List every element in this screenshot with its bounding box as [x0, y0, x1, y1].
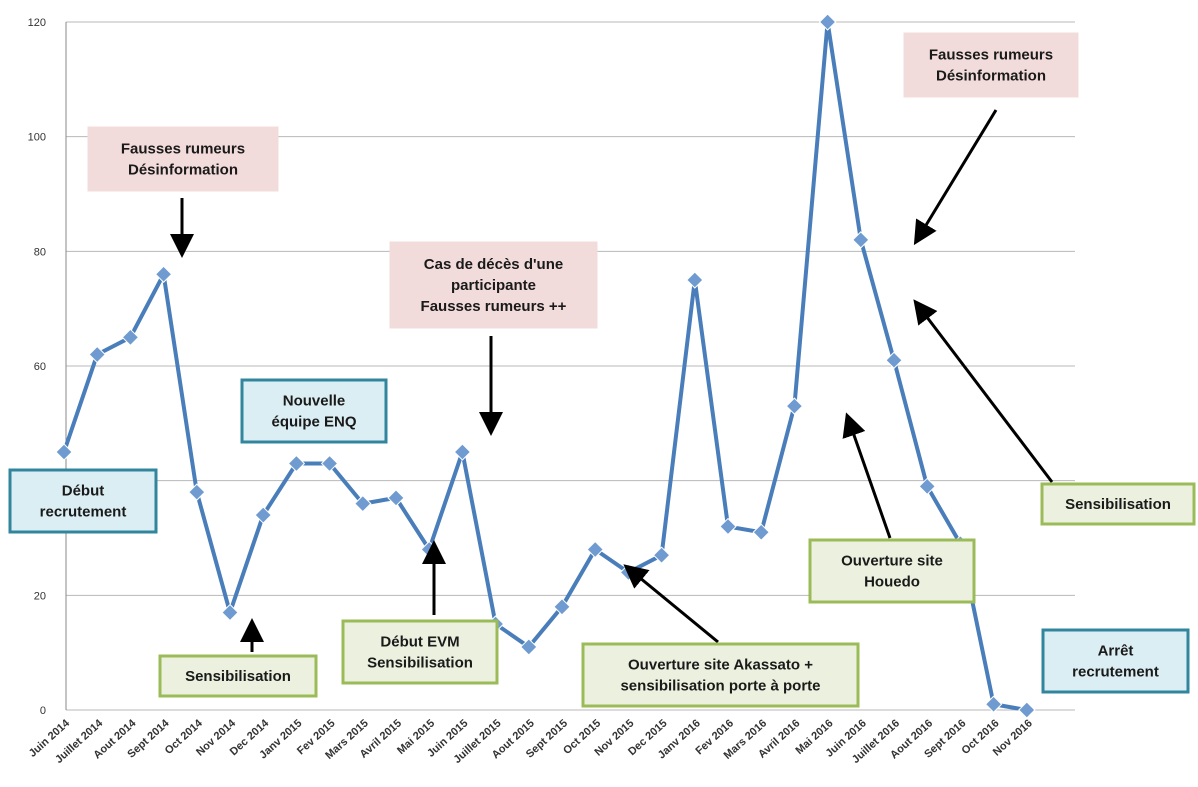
- annotation-text: Nouvelle: [283, 393, 346, 410]
- y-tick-label: 60: [34, 361, 46, 373]
- annotation-box: [158, 654, 318, 698]
- annotation-green: Sensibilisation: [158, 654, 318, 698]
- annotation-green: Ouverture site Akassato + sensibilisation…: [581, 642, 860, 708]
- annotation-box: [389, 241, 598, 329]
- annotation-green: Ouverture site Houedo: [808, 538, 976, 604]
- annotation-red: Fausses rumeurs Désinformation: [903, 32, 1079, 98]
- data-point: [652, 546, 671, 564]
- annotation-blue: Début recrutement: [8, 468, 158, 534]
- annotation-text: Désinformation: [936, 68, 1046, 85]
- data-point: [88, 345, 106, 364]
- annotation-box: [1040, 482, 1196, 526]
- annotation-arrow: [842, 412, 892, 539]
- y-axis: 020406080100120: [28, 17, 67, 717]
- annotation-text: Début EVM: [380, 634, 459, 651]
- series-line-path: [62, 20, 1028, 712]
- annotation-arrow: [623, 564, 719, 644]
- data-point: [818, 13, 837, 31]
- y-tick-label: 120: [28, 17, 46, 29]
- annotation-box: [581, 642, 860, 708]
- data-point: [984, 695, 1003, 713]
- data-point: [320, 454, 339, 473]
- annotation-text: Fausses rumeurs ++: [421, 298, 567, 315]
- data-point: [1018, 701, 1036, 719]
- data-point: [354, 494, 372, 513]
- annotation-box: [1041, 628, 1190, 694]
- annotation-text: équipe ENQ: [271, 414, 356, 431]
- annotation-green: Début EVM Sensibilisation: [341, 619, 499, 685]
- data-point: [719, 517, 737, 536]
- annotation-text: Ouverture site Akassato +: [628, 657, 813, 674]
- y-tick-label: 100: [28, 132, 46, 144]
- annotation-text: Fausses rumeurs: [929, 47, 1053, 64]
- data-point: [121, 328, 140, 347]
- annotation-text: Sensibilisation: [367, 655, 473, 672]
- annotation-text: Début: [62, 483, 105, 500]
- annotation-text: Sensibilisation: [1065, 496, 1171, 513]
- annotation-arrow: [913, 109, 998, 246]
- annotation-text: Arrêt: [1098, 643, 1134, 660]
- data-point: [55, 443, 73, 461]
- annotation-text: Fausses rumeurs: [121, 141, 245, 158]
- data-point: [553, 598, 571, 616]
- annotation-boxes: Fausses rumeurs Désinformation Nouvelle équ…: [8, 32, 1196, 708]
- annotation-box: [341, 619, 499, 685]
- annotation-text: Houedo: [864, 574, 920, 591]
- data-point: [188, 483, 206, 501]
- data-point: [885, 351, 903, 369]
- annotation-text: Sensibilisation: [185, 668, 291, 685]
- data-point: [785, 397, 804, 415]
- data-point: [520, 638, 538, 656]
- annotation-blue: Nouvelle équipe ENQ: [240, 378, 388, 444]
- annotation-text: participante: [451, 277, 536, 294]
- annotation-red: Fausses rumeurs Désinformation: [87, 126, 279, 192]
- annotation-arrows: [170, 109, 1054, 652]
- annotation-arrow: [913, 299, 1054, 483]
- data-point: [287, 454, 306, 473]
- data-point: [852, 231, 870, 249]
- data-point: [154, 265, 173, 283]
- data-point: [918, 477, 936, 496]
- data-point: [686, 271, 704, 289]
- annotation-red: Cas de décès d'une participante Fausses ru…: [389, 241, 598, 329]
- data-point: [387, 489, 405, 507]
- annotation-text: Désinformation: [128, 162, 238, 179]
- annotation-green: Sensibilisation: [1040, 482, 1196, 526]
- data-point: [221, 603, 239, 622]
- data-point: [254, 506, 272, 524]
- annotation-box: [87, 126, 279, 192]
- annotation-text: Cas de décès d'une: [424, 256, 563, 273]
- annotation-text: recrutement: [1072, 664, 1159, 681]
- data-point: [752, 523, 770, 541]
- annotation-blue: Arrêt recrutement: [1041, 628, 1190, 694]
- annotation-box: [8, 468, 158, 534]
- y-tick-label: 20: [34, 590, 46, 602]
- annotation-text: recrutement: [40, 504, 127, 521]
- annotation-text: Ouverture site: [841, 553, 943, 570]
- annotation-box: [903, 32, 1079, 98]
- y-tick-label: 0: [40, 705, 46, 717]
- data-point: [453, 443, 472, 461]
- y-tick-label: 80: [34, 246, 46, 258]
- data-point: [586, 540, 604, 559]
- annotation-text: sensibilisation porte à porte: [620, 678, 820, 695]
- annotation-box: [240, 378, 388, 444]
- annotation-box: [808, 538, 976, 604]
